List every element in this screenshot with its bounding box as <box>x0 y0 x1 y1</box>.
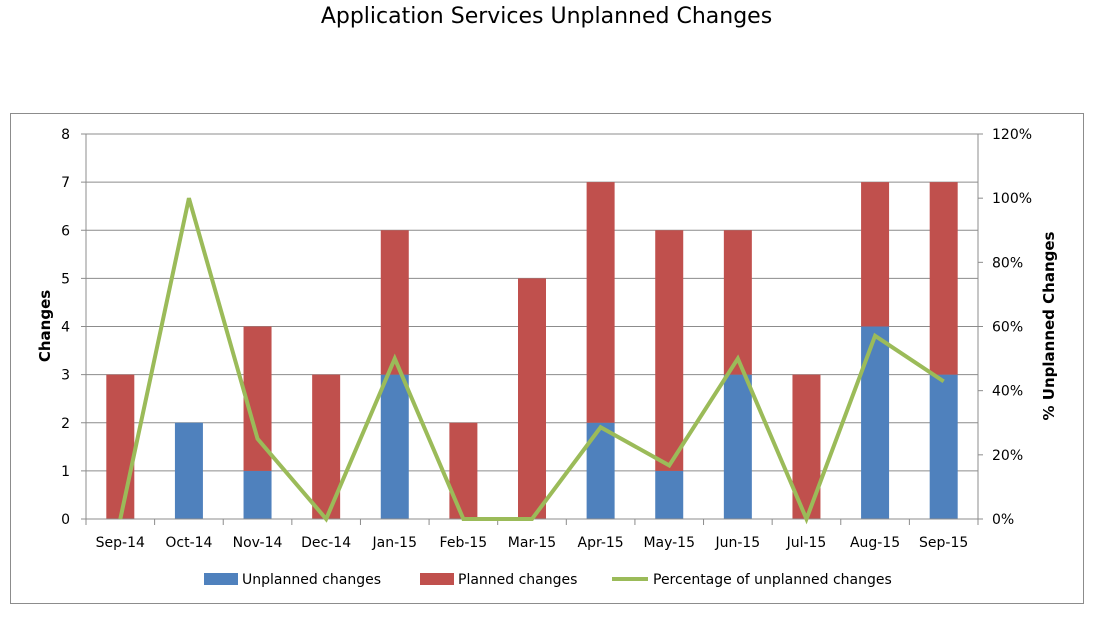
legend-label-percentage: Percentage of unplanned changes <box>653 572 892 588</box>
y-tick-label: 0 <box>61 512 70 528</box>
y-tick-label: 2 <box>61 416 70 432</box>
bar-planned <box>380 230 409 375</box>
y-tick-label: 1 <box>61 464 70 480</box>
x-tick-label: Jun-15 <box>714 535 760 551</box>
bar-planned <box>655 230 684 471</box>
legend-label-planned: Planned changes <box>458 572 577 588</box>
x-tick-label: Jul-15 <box>786 535 827 551</box>
y2-tick-label: 80% <box>992 255 1023 271</box>
bar-unplanned <box>929 374 958 519</box>
bar-planned <box>449 422 478 519</box>
y-tick-label: 3 <box>61 368 70 384</box>
bar-planned <box>861 182 890 327</box>
x-tick-label: Mar-15 <box>508 535 556 551</box>
y2-tick-label: 120% <box>992 127 1032 143</box>
bar-unplanned <box>243 470 272 519</box>
x-tick-label: Sep-14 <box>96 535 145 551</box>
y-axis-title: Changes <box>36 290 54 362</box>
y2-tick-label: 20% <box>992 448 1023 464</box>
bar-planned <box>929 182 958 375</box>
legend-swatch-unplanned <box>204 573 238 585</box>
x-tick-label: Nov-14 <box>233 535 283 551</box>
bar-unplanned <box>861 326 890 519</box>
percentage-line <box>118 197 945 525</box>
y2-tick-label: 60% <box>992 320 1023 336</box>
bar-unplanned <box>380 374 409 519</box>
y-tick-label: 4 <box>61 320 70 336</box>
bar-unplanned <box>655 470 684 519</box>
legend-label-unplanned: Unplanned changes <box>242 572 381 588</box>
chart-frame <box>10 113 1084 604</box>
bar-unplanned <box>723 374 752 519</box>
y-tick-label: 8 <box>61 127 70 143</box>
x-tick-label: Dec-14 <box>301 535 351 551</box>
y2-axis-title: % Unplanned Changes <box>1040 231 1058 420</box>
bar-planned <box>723 230 752 375</box>
y-tick-label: 5 <box>61 271 70 287</box>
y2-tick-label: 0% <box>992 512 1014 528</box>
y2-tick-label: 100% <box>992 191 1032 207</box>
legend-swatch-planned <box>420 573 454 585</box>
y-tick-label: 7 <box>61 175 70 191</box>
x-tick-label: Feb-15 <box>440 535 488 551</box>
chart-title: Application Services Unplanned Changes <box>320 4 773 29</box>
x-tick-label: Aug-15 <box>850 535 900 551</box>
legend: Unplanned changes Planned changes Percen… <box>204 572 892 588</box>
bar-planned <box>586 182 615 423</box>
x-tick-label: Jan-15 <box>372 535 417 551</box>
bar-unplanned <box>174 422 203 519</box>
x-tick-label: Oct-14 <box>165 535 212 551</box>
y-tick-label: 6 <box>61 223 70 239</box>
bar-planned <box>518 278 546 519</box>
y2-tick-label: 40% <box>992 384 1023 400</box>
x-tick-label: Sep-15 <box>919 535 968 551</box>
bar-planned <box>106 374 135 519</box>
x-tick-label: Apr-15 <box>578 535 624 551</box>
x-tick-label: May-15 <box>643 535 695 551</box>
